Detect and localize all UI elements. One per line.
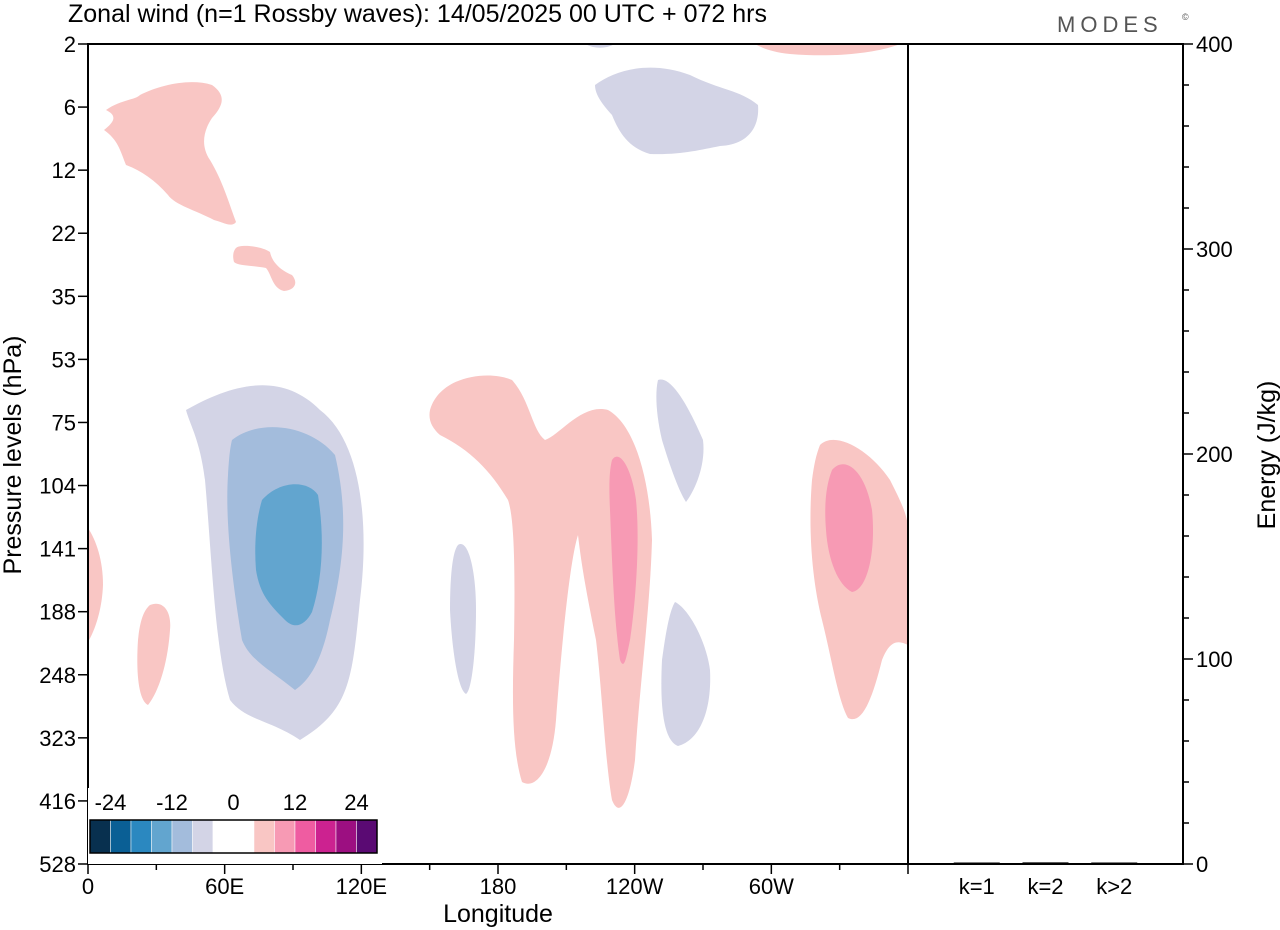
colorbar-cell — [171, 819, 193, 854]
energy-tick-label: 0 — [1196, 852, 1208, 877]
colorbar-outline — [89, 819, 378, 854]
colorbar-cell — [110, 819, 132, 854]
brand-mark: © — [1182, 12, 1189, 22]
colorbar-tick-label: -12 — [156, 790, 188, 815]
colorbar-cell — [356, 819, 378, 854]
y-tick-label: 188 — [39, 600, 76, 625]
energy-axis-label: Energy (J/kg) — [1253, 381, 1280, 530]
contour-pos-upper — [104, 82, 236, 225]
colorbar-cell — [315, 819, 337, 854]
y-axis-ticks: 2 6 12 22 35 53 75 104 141 188 248 323 416 528 — [39, 32, 88, 877]
energy-tick-label: 300 — [1196, 237, 1233, 262]
colorbar-tick-label: 24 — [344, 790, 368, 815]
colorbar: -24 -12 0 12 24 — [88, 788, 382, 864]
colorbar-cell — [274, 819, 296, 854]
contour-field — [88, 44, 908, 808]
y-tick-label: 528 — [39, 852, 76, 877]
chart-title: Zonal wind (n=1 Rossby waves): 14/05/202… — [68, 0, 767, 28]
y-tick-label: 416 — [39, 789, 76, 814]
x-tick-label: 60W — [749, 874, 794, 899]
contour-neg-blob-2 — [656, 379, 704, 502]
colorbar-cell — [335, 819, 357, 854]
y-tick-label: 35 — [52, 284, 76, 309]
contour-neg-blob-3 — [661, 602, 711, 746]
contour-pos-edge — [88, 528, 103, 642]
x-tick-label: 120W — [606, 874, 664, 899]
colorbar-cell — [192, 819, 214, 854]
x-axis-label: Longitude — [443, 900, 553, 928]
y-tick-label: 141 — [39, 537, 76, 562]
colorbar-cell — [233, 819, 255, 854]
energy-tick-label: 400 — [1196, 32, 1233, 57]
y-axis-label: Pressure levels (hPa) — [0, 336, 27, 575]
x-axis-ticks: 0 60E 120E 180 120W 60W — [82, 864, 909, 899]
contour-neg-upper — [595, 67, 759, 155]
y-tick-label: 53 — [52, 347, 76, 372]
colorbar-cell — [89, 819, 111, 854]
energy-axis-ticks: 0 100 200 300 400 — [1183, 32, 1233, 877]
colorbar-tick-label: -24 — [95, 790, 127, 815]
energy-tick-label: 100 — [1196, 647, 1233, 672]
bar-category-label: k=2 — [1027, 874, 1063, 899]
contour-pos-top — [755, 44, 900, 56]
y-tick-label: 2 — [64, 32, 76, 57]
colorbar-tick-label: 12 — [283, 790, 307, 815]
bar-category-label: k>2 — [1096, 874, 1132, 899]
contour-neg-blob-1 — [450, 544, 476, 694]
contour-pos-upper-2 — [233, 245, 296, 291]
bar-category-label: k=1 — [959, 874, 995, 899]
y-tick-label: 22 — [52, 221, 76, 246]
brand-logo: MODES © — [1057, 12, 1189, 37]
y-tick-label: 323 — [39, 726, 76, 751]
contour-pos-lobe — [137, 603, 171, 705]
y-tick-label: 12 — [52, 158, 76, 183]
colorbar-cell — [294, 819, 316, 854]
y-tick-label: 104 — [39, 474, 76, 499]
x-tick-label: 120E — [336, 874, 387, 899]
contour-pos-40w-core — [825, 464, 874, 592]
y-tick-label: 75 — [52, 410, 76, 435]
contour-pos-180 — [429, 375, 652, 808]
y-tick-label: 6 — [64, 95, 76, 120]
x-tick-label: 180 — [480, 874, 517, 899]
energy-tick-label: 200 — [1196, 442, 1233, 467]
brand-text: MODES — [1057, 12, 1163, 37]
energy-bar — [1091, 862, 1138, 864]
colorbar-cell — [130, 819, 152, 854]
colorbar-labels: -24 -12 0 12 24 — [95, 790, 369, 815]
energy-bar — [953, 862, 1000, 864]
x-tick-label: 60E — [205, 874, 244, 899]
x-tick-label: 0 — [82, 874, 94, 899]
colorbar-cell — [151, 819, 173, 854]
y-tick-label: 248 — [39, 663, 76, 688]
contour-neg-dark — [255, 484, 322, 626]
energy-bar — [1022, 862, 1069, 864]
contour-pos-120w — [609, 456, 638, 664]
energy-bars: k=1 k=2 k>2 — [953, 862, 1138, 899]
colorbar-cell — [212, 819, 234, 854]
colorbar-cells — [89, 819, 378, 854]
colorbar-tick-label: 0 — [227, 790, 239, 815]
colorbar-cell — [253, 819, 275, 854]
